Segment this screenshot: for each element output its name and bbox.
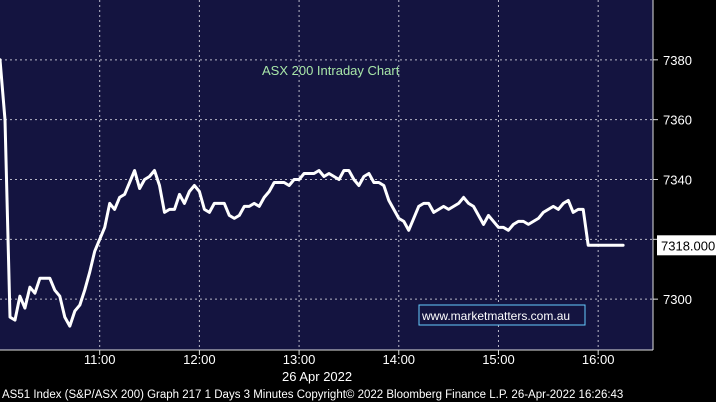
y-tick-label: 7380 [663,53,692,68]
watermark-box: www.marketmatters.com.au [418,304,586,326]
last-value-box [657,235,716,256]
x-axis-label: 26 Apr 2022 [282,369,352,384]
chart-title: ASX 200 Intraday Chart [262,63,400,78]
x-tick-label: 13:00 [283,352,316,367]
x-tick-label: 12:00 [183,352,216,367]
y-tick-label: 7360 [663,113,692,128]
footer-text: AS51 Index (S&P/ASX 200) Graph 217 1 Day… [2,389,623,401]
series-line [0,58,625,328]
x-tick-layer: 11:00 12:00 13:00 14:00 15:00 16:00 [84,350,615,367]
last-value-label: 7318.000 [661,238,715,253]
watermark-text: www.marketmatters.com.au [421,309,570,323]
x-tick-label: 11:00 [84,352,116,367]
y-tick-label: 7300 [663,292,692,307]
x-tick-label: 14:00 [383,352,416,367]
last-value-marker: 7318.000 [657,235,716,256]
y-tick-label: 7340 [663,172,692,187]
watermark-border [418,304,586,326]
x-tick-label: 16:00 [582,352,615,367]
y-tick-layer: 7300 7340 7360 7380 [653,53,692,307]
grid-layer [0,0,653,350]
x-tick-label: 15:00 [482,352,515,367]
